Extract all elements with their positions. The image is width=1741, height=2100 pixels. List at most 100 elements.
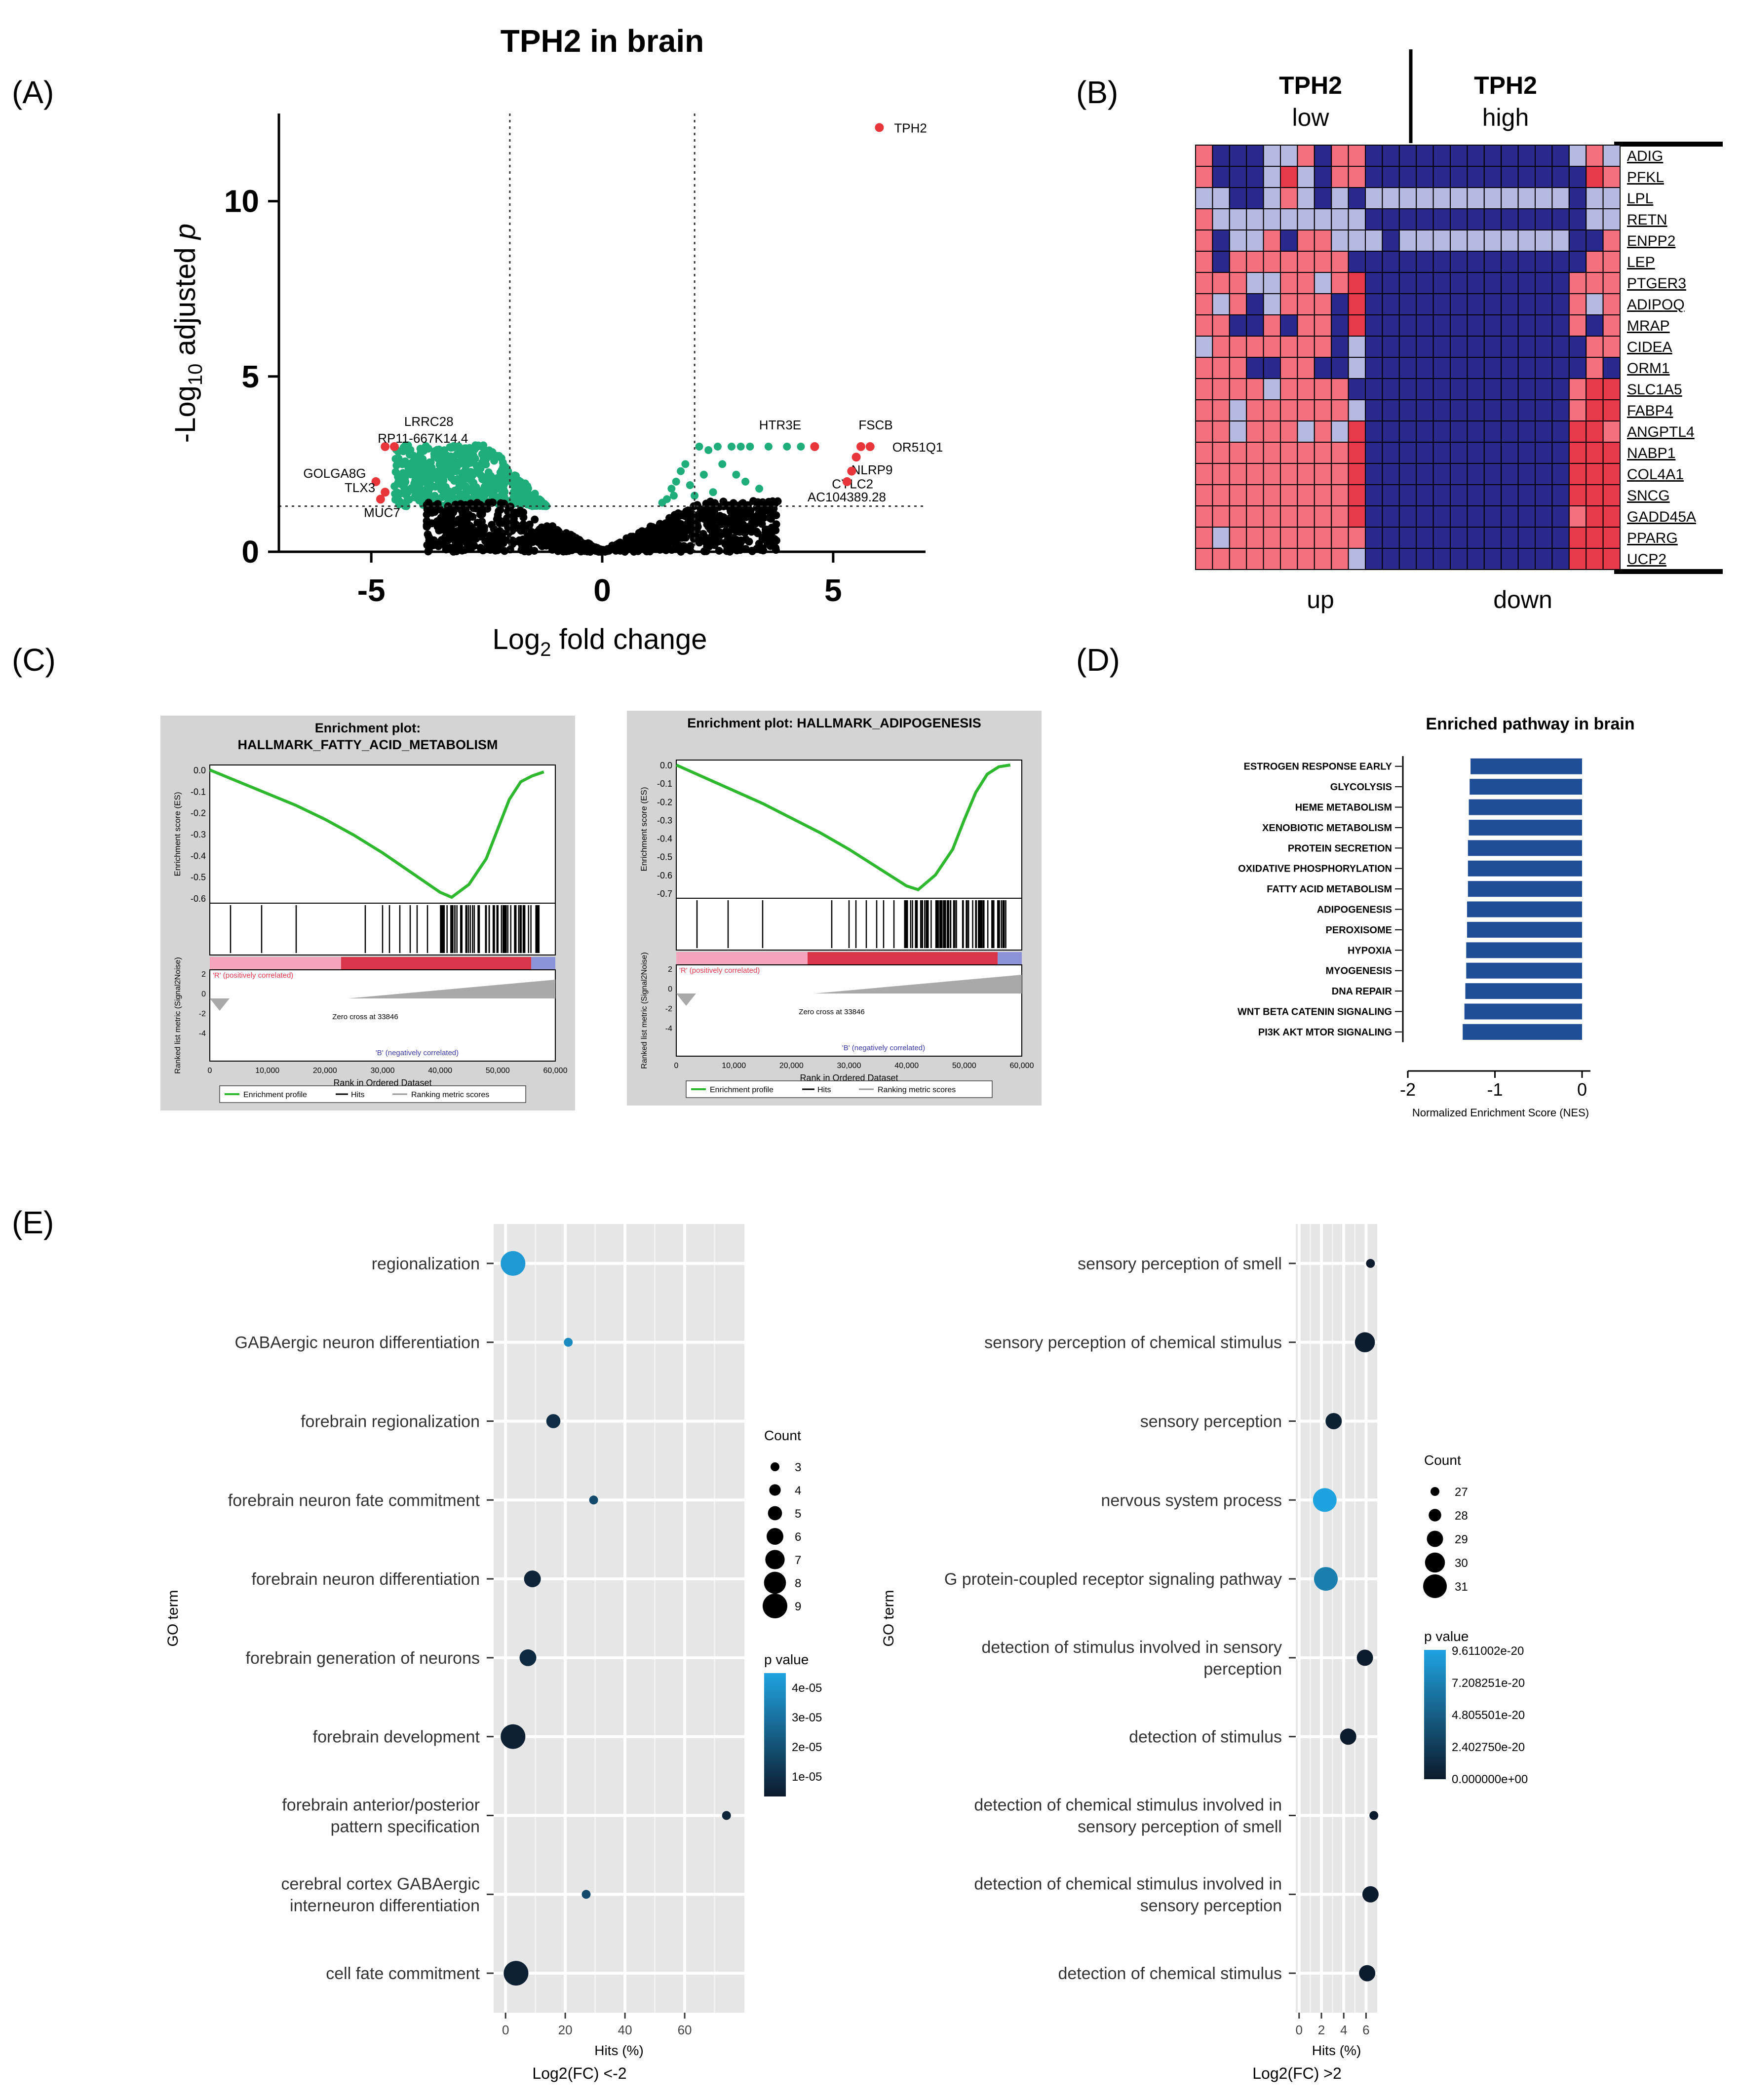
heatmap-cell	[1280, 336, 1298, 358]
gsea-x-label: Rank in Ordered Dataset	[800, 1073, 898, 1083]
heatmap-cell	[1450, 336, 1468, 358]
gsea-zero-cross: Zero cross at 33846	[332, 1013, 398, 1021]
heatmap-cell	[1280, 378, 1298, 400]
gsea-es-tick-label: 0.0	[193, 765, 206, 775]
volcano-point	[405, 496, 413, 504]
volcano-x-label: Log2 fold change	[492, 623, 707, 660]
heatmap-cell	[1602, 336, 1621, 358]
volcano-point	[468, 487, 476, 495]
go-dot	[1362, 1886, 1379, 1903]
volcano-point	[481, 447, 490, 456]
go-dot	[1366, 1259, 1375, 1268]
heatmap-cell	[1602, 484, 1621, 506]
go-dot	[589, 1495, 598, 1505]
heatmap-gene-label: CIDEA	[1627, 339, 1672, 355]
volcano-point	[416, 496, 425, 503]
go-term-label: sensory perception of chemical stimulus	[984, 1334, 1282, 1352]
heatmap-cell	[1432, 399, 1451, 421]
heatmap-cell	[1416, 187, 1434, 209]
heatmap-cell	[1229, 272, 1247, 294]
volcano-point	[464, 459, 472, 468]
heatmap-cell	[1568, 145, 1587, 167]
go-pvalue-legend-label: 7.208251e-20	[1452, 1677, 1525, 1690]
volcano-point	[704, 446, 713, 454]
go-x-tick-label: 2	[1318, 2023, 1325, 2037]
volcano-point	[424, 530, 432, 538]
heatmap-cell	[1568, 357, 1587, 379]
nes-bar	[1470, 758, 1582, 774]
heatmap-cell	[1246, 463, 1264, 485]
heatmap-cell	[1331, 166, 1349, 188]
go-count-legend-label: 5	[795, 1507, 801, 1521]
heatmap-cell	[1280, 505, 1298, 528]
go-count-legend-dot	[763, 1594, 787, 1618]
volcano-point	[774, 497, 782, 505]
heatmap-cell	[1297, 251, 1315, 273]
panel-letter-d: (D)	[1076, 642, 1120, 678]
heatmap-cell	[1348, 293, 1366, 315]
heatmap-cell	[1501, 442, 1519, 464]
gsea-metric-tick-label: -2	[665, 1005, 672, 1013]
nes-category-label: PI3K AKT MTOR SIGNALING	[1258, 1027, 1392, 1038]
volcano-point	[521, 479, 530, 488]
volcano-point	[755, 506, 763, 515]
heatmap-gene-label: ADIG	[1627, 148, 1663, 164]
heatmap-cell	[1551, 208, 1570, 230]
heatmap-cell	[1416, 293, 1434, 315]
gsea-metric-tick-label: 0	[201, 990, 206, 998]
volcano-highlight-point	[381, 488, 390, 497]
heatmap-cell	[1297, 208, 1315, 230]
heatmap-cell	[1586, 166, 1604, 188]
go-count-legend-label: 9	[795, 1600, 801, 1613]
heatmap-cell	[1483, 420, 1502, 443]
heatmap-cell	[1280, 357, 1298, 379]
gsea-pos-label: 'R' (positively correlated)	[679, 966, 760, 975]
heatmap-cell	[1297, 399, 1315, 421]
heatmap-cell	[1517, 442, 1536, 464]
heatmap-cell	[1365, 187, 1383, 209]
heatmap-cell	[1568, 527, 1587, 549]
heatmap-cell	[1212, 442, 1230, 464]
gsea-legend-hits: Hits	[817, 1086, 831, 1094]
gsea-metric-area	[676, 975, 1022, 993]
heatmap-cell	[1195, 229, 1213, 252]
heatmap-cell	[1432, 166, 1451, 188]
heatmap-cell	[1450, 548, 1468, 570]
heatmap-cell	[1432, 527, 1451, 549]
heatmap-cell	[1416, 484, 1434, 506]
volcano-point	[407, 470, 416, 478]
heatmap-cell	[1195, 548, 1213, 570]
volcano-point	[476, 506, 484, 514]
heatmap-cell	[1365, 251, 1383, 273]
heatmap-gene-label: ADIPOQ	[1627, 297, 1685, 313]
nes-bar	[1463, 1024, 1582, 1040]
heatmap-cell	[1229, 166, 1247, 188]
heatmap-cell	[1551, 336, 1570, 358]
heatmap-cell	[1517, 378, 1536, 400]
heatmap-cell	[1297, 463, 1315, 485]
volcano-point	[426, 502, 434, 511]
volcano-point	[736, 536, 745, 544]
heatmap-cell	[1280, 229, 1298, 252]
gsea-es-tick-label: 0.0	[660, 761, 672, 770]
heatmap-cell	[1450, 378, 1468, 400]
heatmap-cell	[1331, 420, 1349, 443]
gsea-x-tick-label: 40,000	[428, 1067, 452, 1075]
gsea-x-tick-label: 20,000	[313, 1067, 337, 1075]
heatmap-cell	[1314, 548, 1332, 570]
heatmap-cell	[1586, 420, 1604, 443]
heatmap-cell	[1382, 399, 1400, 421]
volcano-point	[524, 523, 533, 531]
go-dot	[1314, 1567, 1338, 1591]
gsea-colorbar-pos	[341, 957, 531, 970]
heatmap-cell	[1432, 548, 1451, 570]
volcano-point	[450, 476, 459, 484]
heatmap-cell	[1568, 442, 1587, 464]
go-count-legend-label: 6	[795, 1530, 801, 1544]
heatmap-cell	[1467, 251, 1485, 273]
go-y-label: GO term	[881, 1590, 897, 1646]
heatmap-cell	[1229, 442, 1247, 464]
gsea-enrichment-curve	[675, 764, 1011, 891]
heatmap-cell	[1450, 484, 1468, 506]
gsea-es-tick-label: -0.3	[657, 815, 672, 825]
